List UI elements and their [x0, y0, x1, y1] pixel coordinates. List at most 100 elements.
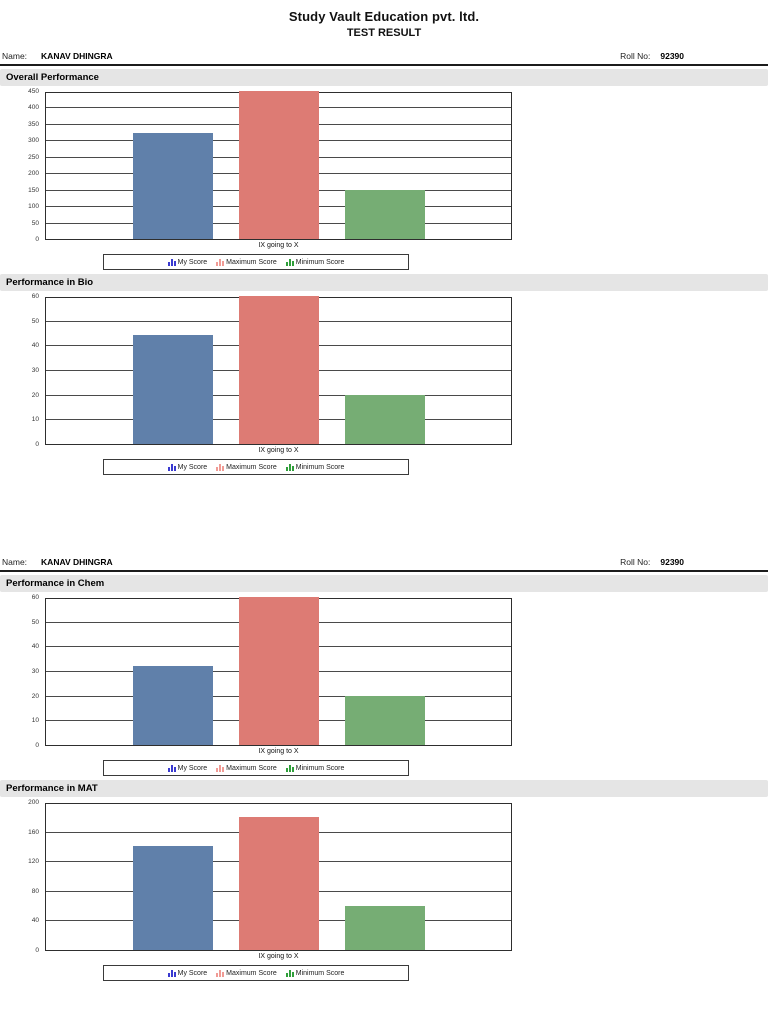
plot-area	[45, 91, 512, 240]
bar-my-score	[132, 133, 213, 239]
chart-section: Performance in Bio 0 10 20 30 40 50 60 IX goin…	[0, 274, 768, 475]
legend-label: Minimum Score	[295, 969, 345, 977]
y-axis-tick-label: 40	[31, 643, 39, 651]
section-header: Performance in MAT	[0, 780, 768, 797]
chart-slot-bio: Performance in Bio 0 10 20 30 40 50 60 IX goin…	[0, 274, 768, 475]
chart-title: Performance in Bio	[6, 277, 94, 288]
legend-item: My Score	[167, 764, 208, 772]
legend-label: My Score	[177, 463, 208, 471]
student-name: KANAV DHINGRA	[41, 51, 113, 61]
chart-legend: My Score Maximum Score Minimum Score	[103, 459, 409, 475]
y-axis-tick-label: 200	[28, 799, 39, 806]
x-axis-category-label: IX going to X	[258, 447, 299, 454]
student-name-group: Name: KANAV DHINGRA	[2, 51, 113, 61]
y-axis-tick-label: 350	[28, 120, 39, 128]
plot-area	[45, 803, 512, 951]
bar-chart-icon	[216, 258, 225, 266]
y-axis-tick-label: 50	[31, 219, 39, 227]
legend-item: Maximum Score	[216, 969, 277, 977]
roll-number: 92390	[660, 51, 684, 61]
bar-chart-icon	[285, 463, 294, 471]
bar-chart-icon	[216, 969, 225, 977]
student-name-group: Name: KANAV DHINGRA	[2, 557, 113, 567]
chart-section: Overall Performance 0 50 100 150 200 250 300 35…	[0, 69, 768, 270]
bar-chart: 0 50 100 150 200 250 300 350 400 450	[0, 88, 768, 243]
bar-minimum-score	[344, 695, 425, 745]
y-axis-tick-label: 50	[31, 317, 39, 325]
bar-chart-icon	[216, 764, 225, 772]
bars-group	[46, 597, 511, 745]
y-axis-tick-label: 20	[31, 391, 39, 399]
legend-label: Maximum Score	[226, 258, 277, 266]
y-axis-tick-label: 10	[31, 416, 39, 424]
legend-item: Maximum Score	[216, 764, 277, 772]
bar-chart: 0 10 20 30 40 50 60	[0, 293, 768, 448]
y-axis-tick-label: 450	[28, 88, 39, 95]
bars-group	[46, 804, 511, 950]
roll-number-group: Roll No: 92390	[620, 51, 766, 61]
plot-area	[45, 296, 512, 445]
bar-my-score	[132, 846, 213, 950]
y-axis: 0 50 100 150 200 250 300 350 400 450	[0, 88, 45, 243]
y-axis-tick-label: 0	[35, 742, 39, 749]
y-axis: 0 10 20 30 40 50 60	[0, 293, 45, 448]
chart-section: Performance in MAT 0 40 80 120 160 200 IX goi…	[0, 780, 768, 981]
student-info-row: Name: KANAV DHINGRA Roll No: 92390	[0, 553, 768, 572]
y-axis: 0 40 80 120 160 200	[0, 799, 45, 954]
bars-group	[46, 91, 511, 239]
bars-group	[46, 296, 511, 444]
chart-title: Overall Performance	[6, 72, 99, 83]
chart-slot-overall: Overall Performance 0 50 100 150 200 250 300 35…	[0, 69, 768, 270]
bar-chart-icon	[167, 258, 176, 266]
legend-label: Minimum Score	[295, 764, 345, 772]
bar-minimum-score	[344, 905, 425, 950]
legend-item: Minimum Score	[285, 463, 345, 471]
section-header: Performance in Bio	[0, 274, 768, 291]
bar-my-score	[132, 335, 213, 444]
roll-label: Roll No:	[620, 51, 651, 61]
legend-label: Maximum Score	[226, 969, 277, 977]
y-axis-tick-label: 0	[35, 441, 39, 448]
chart-title: Performance in MAT	[6, 783, 98, 794]
legend-item: My Score	[167, 258, 208, 266]
plot-area	[45, 597, 512, 746]
legend-label: Minimum Score	[295, 463, 345, 471]
legend-label: My Score	[177, 258, 208, 266]
chart-title: Performance in Chem	[6, 578, 105, 589]
y-axis-tick-label: 250	[28, 153, 39, 161]
y-axis-tick-label: 50	[31, 618, 39, 626]
legend-item: My Score	[167, 969, 208, 977]
y-axis-tick-label: 160	[28, 828, 39, 836]
roll-label: Roll No:	[620, 557, 651, 567]
legend-item: Minimum Score	[285, 969, 345, 977]
student-name: KANAV DHINGRA	[41, 557, 113, 567]
legend-label: My Score	[177, 969, 208, 977]
chart-legend: My Score Maximum Score Minimum Score	[103, 965, 409, 981]
bar-chart-icon	[285, 258, 294, 266]
roll-number-group: Roll No: 92390	[620, 557, 766, 567]
legend-item: Minimum Score	[285, 258, 344, 266]
bar-chart-icon	[167, 969, 176, 977]
name-label: Name:	[2, 557, 28, 567]
x-axis-category-label: IX going to X	[258, 953, 299, 960]
section-header: Overall Performance	[0, 69, 768, 86]
y-axis-tick-label: 200	[28, 170, 39, 178]
legend-label: My Score	[177, 764, 208, 772]
org-title: Study Vault Education pvt. ltd.	[288, 9, 480, 24]
section-header: Performance in Chem	[0, 575, 768, 592]
bar-chart-icon	[216, 463, 225, 471]
bar-chart: 0 40 80 120 160 200	[0, 799, 768, 954]
bar-chart-icon	[285, 764, 294, 772]
y-axis-tick-label: 30	[31, 367, 39, 374]
student-info-row: Name: KANAV DHINGRA Roll No: 92390	[0, 47, 768, 66]
y-axis-tick-label: 100	[28, 203, 39, 211]
bar-my-score	[132, 666, 213, 745]
bar-chart: 0 10 20 30 40 50 60	[0, 594, 768, 749]
legend-item: Minimum Score	[285, 764, 345, 772]
chart-legend: My Score Maximum Score Minimum Score	[103, 760, 409, 776]
y-axis-tick-label: 30	[31, 668, 39, 675]
y-axis-tick-label: 60	[31, 594, 39, 601]
y-axis: 0 10 20 30 40 50 60	[0, 594, 45, 749]
chart-section: Performance in Chem 0 10 20 30 40 50 60 IX goi…	[0, 575, 768, 776]
